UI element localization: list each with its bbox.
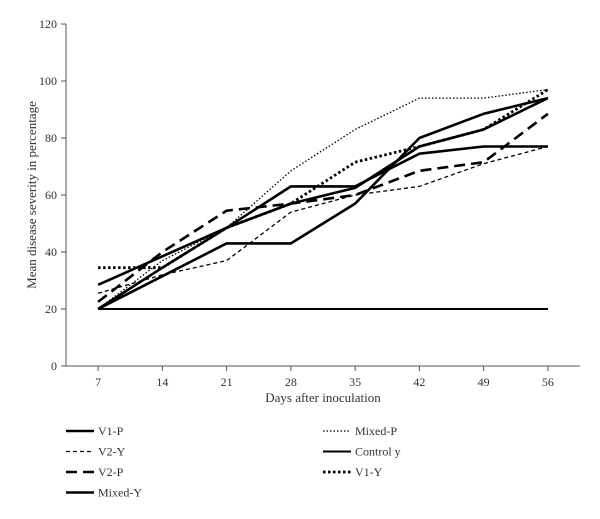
x-tick-label: 28 [285, 375, 297, 389]
y-tick-label: 80 [45, 131, 57, 145]
legend-label: V1-Y [355, 465, 383, 479]
x-tick-label: 42 [413, 375, 425, 389]
legend-label: Control y [355, 445, 401, 459]
y-tick-label: 100 [39, 74, 57, 88]
legend-label: V2-P [98, 465, 124, 479]
x-tick-label: 14 [156, 375, 168, 389]
legend-label: Mixed-Y [98, 486, 142, 500]
legend-label: V1-P [98, 424, 124, 438]
series-line-mixed-p [97, 88, 548, 310]
chart-legend: V1-P V2-Y V2-P Mixed-Y Mixed-P Control y V1-Y [66, 424, 401, 500]
series-line-v2-p [97, 112, 549, 303]
x-tick-labels: 7 14 21 28 35 42 49 56 [95, 366, 554, 389]
y-tick-labels: 0 20 40 60 80 100 120 [39, 17, 66, 373]
x-tick-label: 56 [542, 375, 554, 389]
y-tick-label: 120 [39, 17, 57, 31]
series-line-unlabeled-7 [97, 145, 548, 311]
legend-label: V2-Y [98, 445, 126, 459]
y-tick-label: 0 [51, 359, 57, 373]
y-axis-label: Mean disease severity in percentage [24, 101, 39, 289]
series-line-mixed-y [97, 96, 549, 311]
y-tick-label: 40 [45, 245, 57, 259]
x-tick-label: 49 [478, 375, 490, 389]
series-line-v2-y [97, 145, 549, 294]
series-lines [97, 88, 549, 311]
y-tick-label: 60 [45, 188, 57, 202]
series-line-v1-p [97, 96, 549, 286]
x-tick-label: 7 [95, 375, 101, 389]
x-tick-label: 21 [221, 375, 233, 389]
x-axis-label: Days after inoculation [265, 390, 381, 405]
legend-label: Mixed-P [355, 424, 397, 438]
x-tick-label: 35 [349, 375, 361, 389]
y-tick-label: 20 [45, 302, 57, 316]
